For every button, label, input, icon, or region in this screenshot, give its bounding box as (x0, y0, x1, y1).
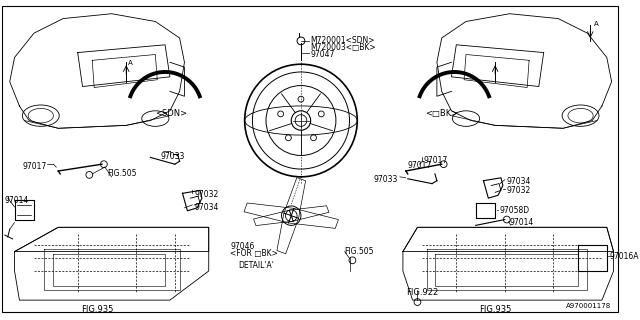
Text: 97033: 97033 (160, 152, 184, 161)
Text: FIG.505: FIG.505 (107, 169, 136, 178)
Text: <□BK>: <□BK> (425, 109, 458, 118)
Text: <FOR □BK>: <FOR □BK> (230, 249, 278, 258)
Text: 97016A: 97016A (610, 252, 639, 260)
Text: 97058D: 97058D (500, 206, 530, 215)
Polygon shape (15, 227, 209, 300)
Text: M720003<□BK>: M720003<□BK> (310, 43, 376, 52)
Text: 97014: 97014 (5, 196, 29, 205)
Text: A: A (128, 60, 133, 66)
Text: 97034: 97034 (194, 203, 218, 212)
Polygon shape (403, 227, 614, 300)
Text: 97046: 97046 (230, 242, 255, 251)
Text: FIG.505: FIG.505 (345, 247, 374, 256)
Text: A970001178: A970001178 (566, 303, 612, 309)
Text: DETAIL'A': DETAIL'A' (238, 261, 274, 270)
Text: M720001<SDN>: M720001<SDN> (310, 36, 375, 45)
Text: 97047: 97047 (310, 50, 335, 59)
Text: 97032: 97032 (507, 186, 531, 195)
Text: FIG.922: FIG.922 (406, 288, 438, 298)
Text: FIG.935: FIG.935 (479, 305, 511, 314)
Text: <SDN>: <SDN> (156, 109, 188, 118)
Text: 97017: 97017 (423, 156, 447, 165)
Text: 97014: 97014 (509, 218, 534, 227)
Text: FIG.935: FIG.935 (81, 305, 113, 314)
Text: 97017: 97017 (22, 162, 47, 171)
Text: 97033: 97033 (374, 175, 398, 184)
Text: A: A (594, 21, 599, 28)
Text: 97034: 97034 (507, 177, 531, 186)
Text: 97032: 97032 (194, 190, 218, 199)
Text: 97017: 97017 (408, 161, 432, 170)
